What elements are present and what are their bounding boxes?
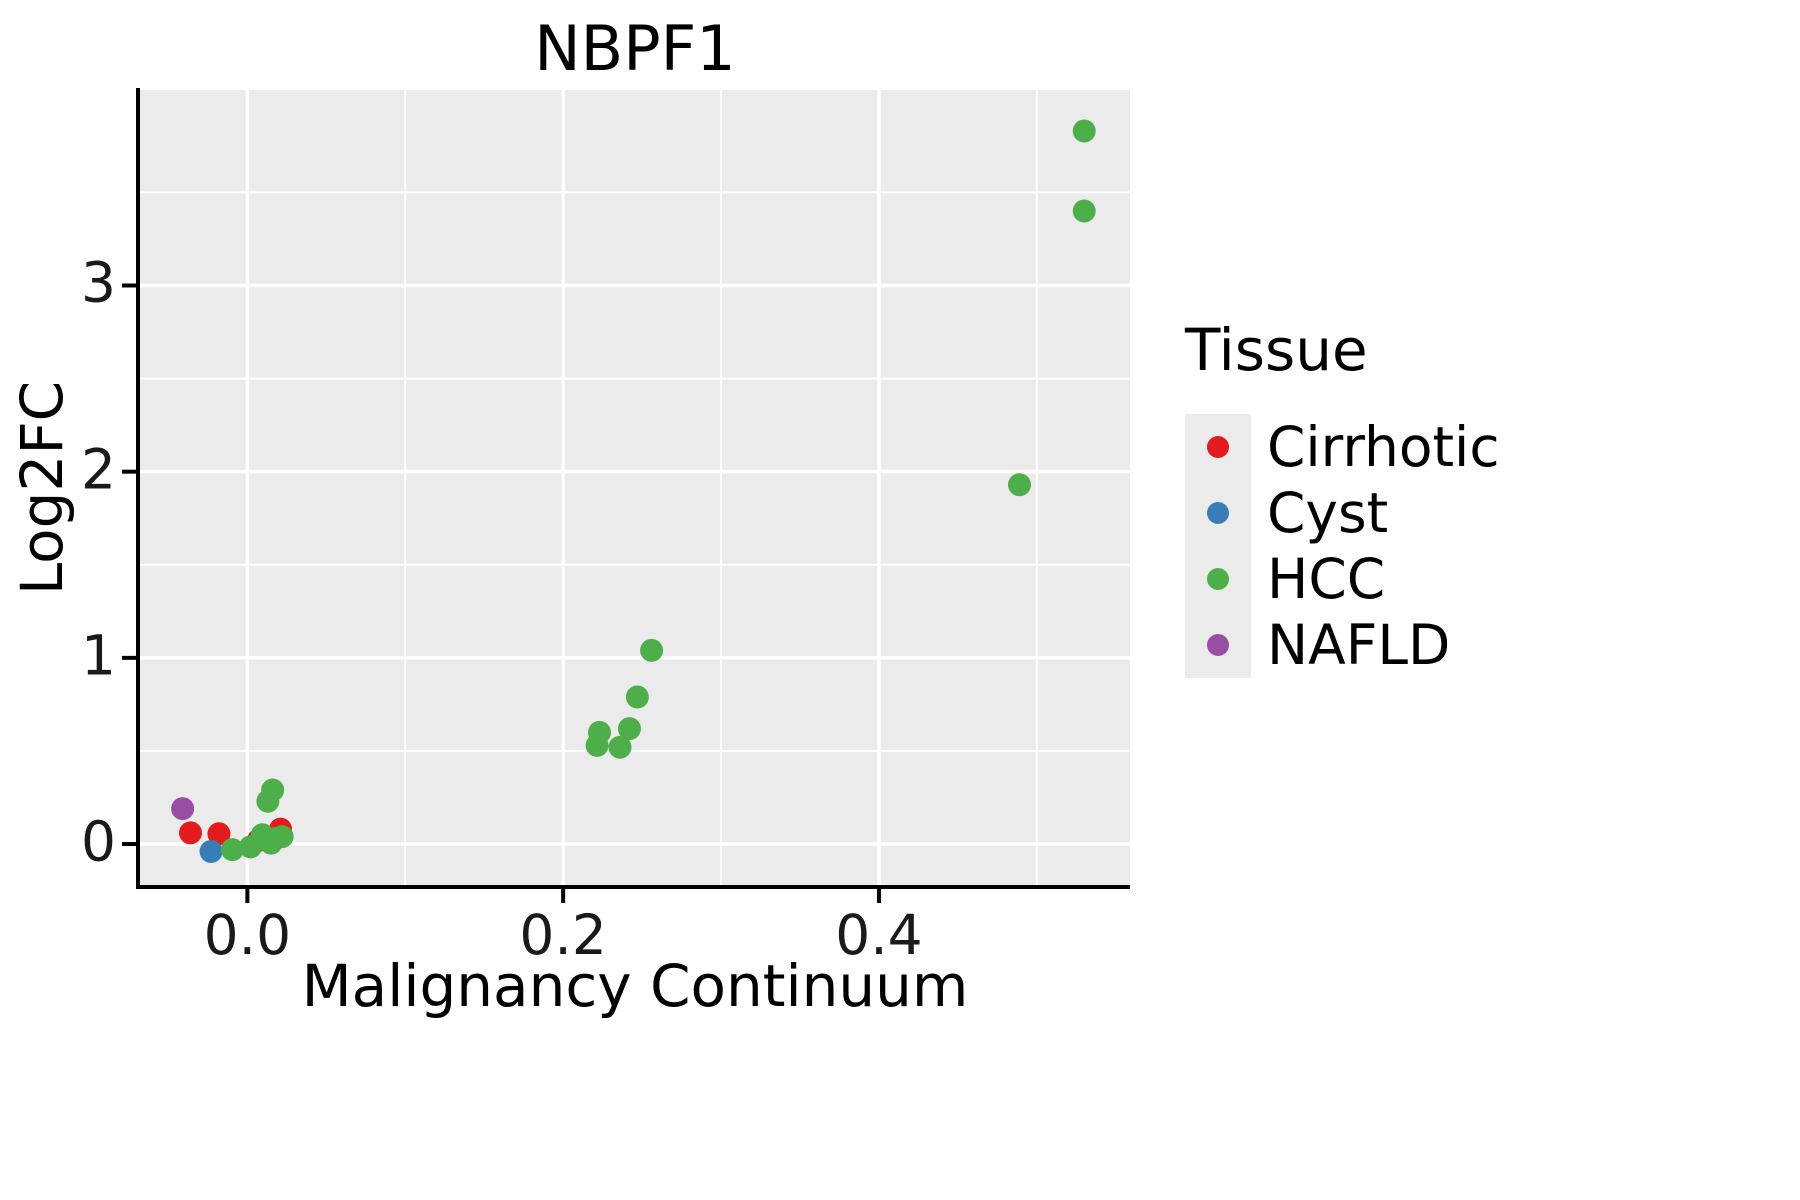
- data-point-hcc: [640, 638, 664, 662]
- data-point-hcc: [1072, 199, 1096, 223]
- y-tick-label: 0: [81, 809, 116, 874]
- legend-dot-icon: [1207, 436, 1229, 458]
- legend-dot-icon: [1207, 634, 1229, 656]
- data-point-hcc: [220, 838, 244, 862]
- legend-title: Tissue: [1185, 316, 1368, 384]
- data-point-cyst: [199, 839, 223, 863]
- legend-item-cyst: Cyst: [1185, 480, 1500, 546]
- data-point-hcc: [1072, 119, 1096, 143]
- legend-item-hcc: HCC: [1185, 546, 1500, 612]
- x-tick-label: 0.2: [519, 903, 607, 967]
- legend-key: [1185, 546, 1251, 612]
- legend-label: Cyst: [1267, 481, 1389, 545]
- legend-key: [1185, 480, 1251, 546]
- y-tick-label: 1: [81, 623, 116, 688]
- data-point-cirrhotic: [207, 822, 231, 846]
- legend-label: HCC: [1267, 547, 1386, 611]
- y-tick-label: 2: [81, 437, 116, 502]
- legend-item-nafld: NAFLD: [1185, 612, 1500, 678]
- data-point-hcc: [617, 717, 641, 741]
- legend-label: NAFLD: [1267, 613, 1451, 677]
- data-point-hcc: [256, 789, 280, 813]
- chart-title: NBPF1: [534, 12, 736, 85]
- x-axis-label: Malignancy Continuum: [301, 952, 969, 1020]
- data-point-hcc: [608, 735, 632, 759]
- legend-key: [1185, 414, 1251, 480]
- legend-key: [1185, 612, 1251, 678]
- legend: Tissue Cirrhotic Cyst HCC NAFLD: [1185, 316, 1500, 678]
- plot-panel: [140, 90, 1130, 885]
- x-tick-label: 0.4: [835, 903, 923, 967]
- data-point-hcc: [585, 733, 609, 757]
- y-axis-label: Log2FC: [8, 380, 76, 596]
- y-tick-label: 3: [81, 250, 116, 315]
- x-tick-label: 0.0: [203, 903, 292, 967]
- data-point-hcc: [1007, 473, 1031, 497]
- legend-item-cirrhotic: Cirrhotic: [1185, 414, 1500, 480]
- legend-dot-icon: [1207, 568, 1229, 590]
- legend-dot-icon: [1207, 502, 1229, 524]
- data-point-hcc: [625, 685, 649, 709]
- legend-items: Cirrhotic Cyst HCC NAFLD: [1185, 414, 1500, 678]
- data-point-cirrhotic: [179, 821, 203, 845]
- data-point-nafld: [171, 797, 195, 821]
- legend-label: Cirrhotic: [1267, 415, 1500, 479]
- data-point-hcc: [239, 835, 263, 859]
- data-point-hcc: [259, 831, 283, 855]
